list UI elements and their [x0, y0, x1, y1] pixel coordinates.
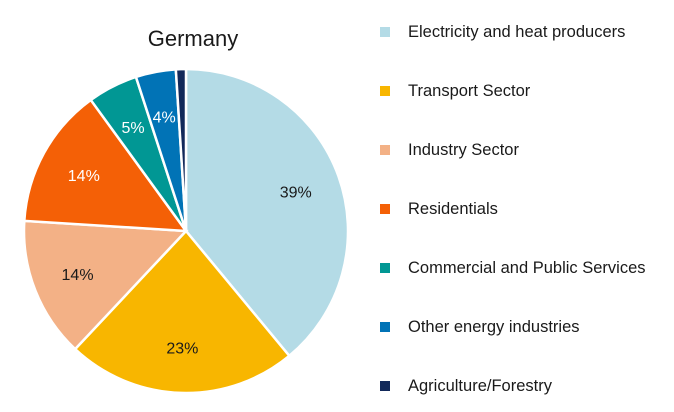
- legend-label: Other energy industries: [408, 317, 580, 336]
- legend-swatch: [380, 204, 390, 214]
- legend-swatch: [380, 86, 390, 96]
- legend-item: Commercial and Public Services: [380, 256, 646, 280]
- legend-swatch: [380, 322, 390, 332]
- legend-swatch: [380, 381, 390, 391]
- pie-slice-label: 39%: [280, 184, 312, 201]
- legend-swatch: [380, 263, 390, 273]
- legend-label: Industry Sector: [408, 140, 519, 159]
- pie-slice: [73, 229, 292, 395]
- legend: Electricity and heat producers Transport …: [380, 20, 674, 412]
- legend-swatch: [380, 145, 390, 155]
- legend-label: Transport Sector: [408, 81, 531, 100]
- legend-label: Commercial and Public Services: [408, 258, 646, 277]
- pie-slice-label: 14%: [68, 168, 100, 185]
- pie-slice: [22, 98, 189, 233]
- pie-slice-label: 5%: [121, 120, 144, 137]
- pie-slice-label: 23%: [166, 341, 198, 358]
- pie-slice: [22, 219, 189, 351]
- legend-item: Transport Sector: [380, 79, 530, 103]
- pie-slice-label: 14%: [62, 267, 94, 284]
- legend-item: Industry Sector: [380, 138, 519, 162]
- legend-label: Residentials: [408, 199, 498, 218]
- legend-item: Residentials: [380, 197, 498, 221]
- pie-slice: [184, 67, 350, 358]
- legend-label: Electricity and heat producers: [408, 22, 626, 41]
- legend-item: Electricity and heat producers: [380, 20, 625, 44]
- legend-swatch: [380, 27, 390, 37]
- legend-item: Agriculture/Forestry: [380, 374, 552, 398]
- legend-label: Agriculture/Forestry: [408, 376, 552, 395]
- pie-slice-labels: 39% 23% 14% 14% 5% 4%: [62, 109, 312, 357]
- chart-title: Germany: [148, 26, 238, 51]
- pie-slice: [174, 67, 188, 232]
- pie-slice-label: 4%: [153, 109, 176, 126]
- legend-item: Other energy industries: [380, 315, 580, 339]
- pie-slices: [22, 67, 350, 395]
